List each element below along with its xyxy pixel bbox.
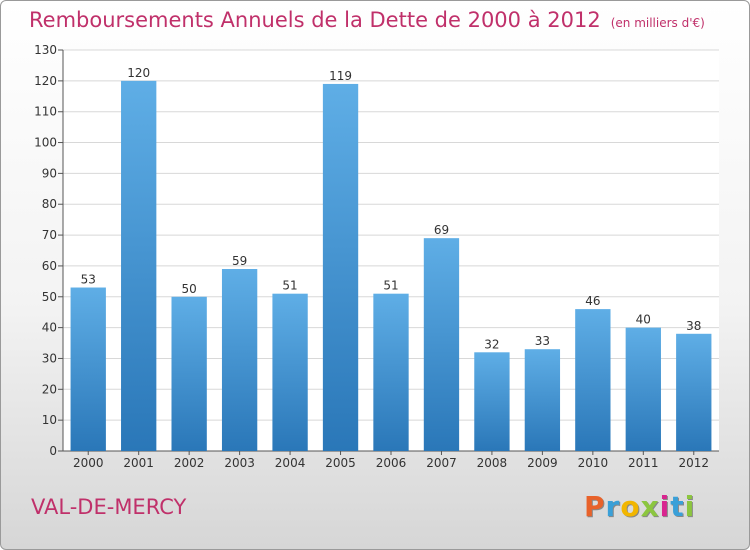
y-tick-label: 70: [42, 228, 57, 242]
x-tick-label-2000: 2000: [73, 456, 104, 470]
logo-letter: i: [659, 490, 671, 523]
bar-2007: [423, 238, 460, 451]
logo-letter: t: [670, 490, 685, 523]
logo-letter: P: [584, 490, 606, 523]
bar-2001: [121, 80, 157, 451]
city-name: VAL-DE-MERCY: [31, 495, 187, 519]
x-tick-label-2010: 2010: [578, 456, 609, 470]
x-tick-label-2001: 2001: [123, 456, 154, 470]
y-tick-label: 130: [34, 43, 57, 57]
bar-2006: [373, 293, 409, 451]
data-label-2007: 69: [434, 223, 449, 237]
y-tick-label: 50: [42, 290, 57, 304]
data-label-2000: 53: [81, 273, 96, 287]
y-tick-label: 20: [42, 382, 57, 396]
logo-letter: r: [605, 490, 621, 523]
x-tick-label-2009: 2009: [527, 456, 558, 470]
bar-2002: [171, 296, 207, 451]
bar-2008: [474, 352, 510, 451]
bar-2011: [625, 327, 661, 451]
data-label-2001: 120: [127, 66, 150, 80]
y-tick-label: 10: [42, 413, 57, 427]
x-tick-label-2005: 2005: [325, 456, 356, 470]
x-tick-label-2008: 2008: [477, 456, 508, 470]
x-tick-label-2002: 2002: [174, 456, 205, 470]
bar-2003: [221, 269, 258, 451]
y-tick-label: 40: [42, 321, 57, 335]
logo-letter: i: [684, 490, 696, 523]
title-unit: (en milliers d'€): [610, 16, 705, 30]
chart-title: Remboursements Annuels de la Dette de 20…: [29, 8, 705, 32]
x-tick-label-2003: 2003: [224, 456, 255, 470]
title-text: Remboursements Annuels de la Dette de 20…: [29, 8, 601, 32]
proxiti-logo: Proxiti: [584, 490, 695, 523]
logo-letter: o: [620, 490, 641, 523]
y-tick-label: 30: [42, 351, 57, 365]
y-tick-label: 0: [49, 444, 57, 458]
data-label-2010: 46: [585, 294, 600, 308]
y-tick-label: 100: [34, 136, 57, 150]
bar-2005: [322, 83, 359, 451]
data-label-2003: 59: [232, 254, 247, 268]
data-label-2004: 51: [282, 279, 297, 293]
y-tick-label: 80: [42, 197, 57, 211]
logo-letter: x: [640, 490, 660, 523]
x-tick-label-2006: 2006: [376, 456, 407, 470]
x-tick-label-2012: 2012: [678, 456, 709, 470]
y-tick-label: 60: [42, 259, 57, 273]
bar-2010: [575, 309, 611, 451]
bar-2012: [676, 333, 712, 451]
bar-2000: [70, 287, 106, 451]
data-label-2011: 40: [636, 313, 651, 327]
data-label-2005: 119: [329, 69, 352, 83]
bar-2009: [524, 349, 561, 451]
data-label-2009: 33: [535, 334, 550, 348]
data-label-2012: 38: [686, 319, 701, 333]
y-tick-label: 120: [34, 74, 57, 88]
x-tick-label-2007: 2007: [426, 456, 457, 470]
x-tick-label-2004: 2004: [275, 456, 306, 470]
y-tick-label: 110: [34, 105, 57, 119]
data-label-2002: 50: [182, 282, 197, 296]
data-label-2008: 32: [484, 337, 499, 351]
data-label-2006: 51: [383, 279, 398, 293]
bar-2004: [272, 293, 308, 451]
y-tick-label: 90: [42, 166, 57, 180]
x-tick-label-2011: 2011: [628, 456, 659, 470]
